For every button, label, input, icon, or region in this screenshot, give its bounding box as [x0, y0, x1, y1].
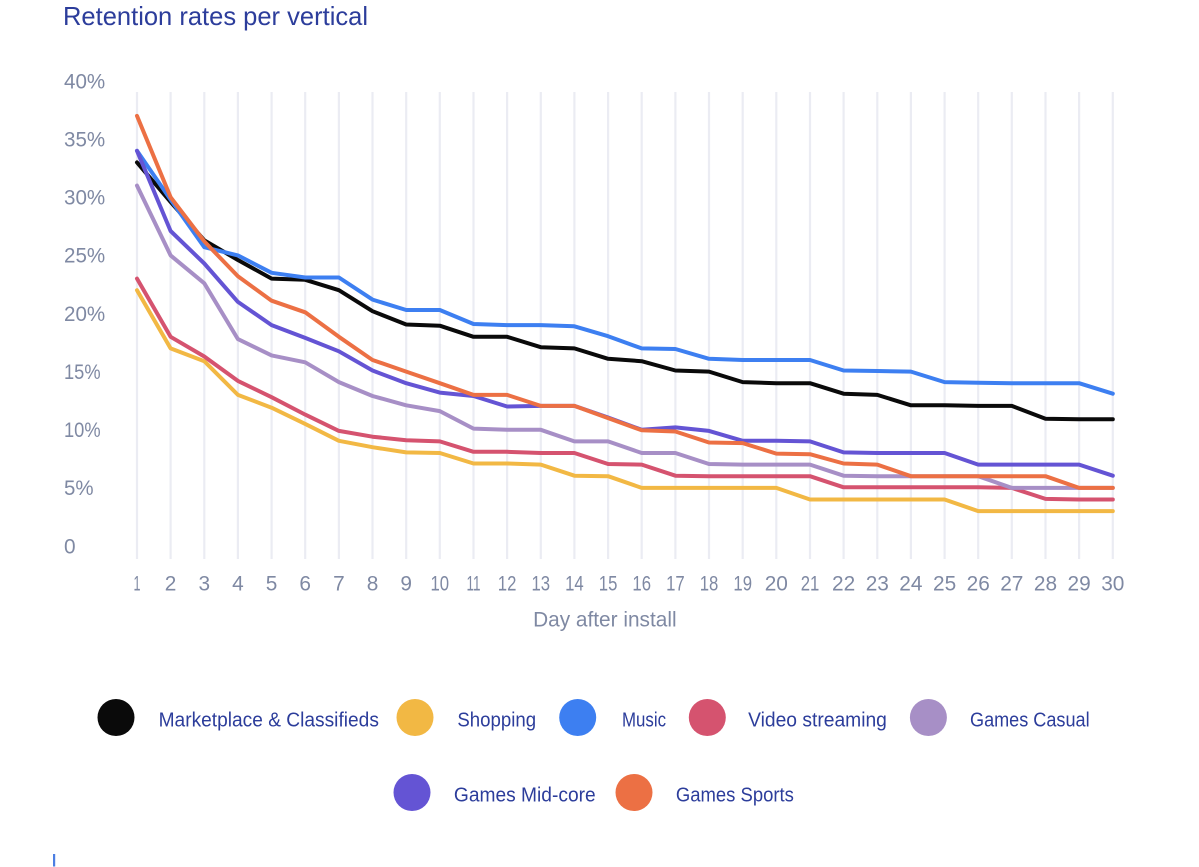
- svg-text:Games Casual: Games Casual: [970, 710, 1090, 732]
- svg-text:5%: 5%: [64, 477, 94, 500]
- svg-text:17: 17: [666, 573, 685, 596]
- svg-text:25: 25: [933, 573, 956, 596]
- svg-text:5: 5: [266, 573, 278, 596]
- svg-text:27: 27: [1000, 573, 1023, 596]
- svg-text:10: 10: [431, 573, 450, 596]
- svg-text:16: 16: [632, 573, 651, 596]
- svg-text:21: 21: [801, 573, 820, 596]
- svg-text:12: 12: [498, 573, 517, 596]
- svg-text:15%: 15%: [64, 361, 101, 384]
- svg-text:0: 0: [64, 535, 76, 558]
- svg-text:20%: 20%: [64, 303, 105, 326]
- svg-text:25%: 25%: [64, 245, 105, 268]
- svg-text:19: 19: [733, 573, 752, 596]
- svg-text:6: 6: [299, 573, 311, 596]
- svg-text:Shopping: Shopping: [457, 710, 536, 732]
- svg-text:7: 7: [333, 573, 345, 596]
- svg-text:Day after install: Day after install: [533, 609, 677, 632]
- svg-text:23: 23: [866, 573, 889, 596]
- svg-text:Games Mid-core: Games Mid-core: [454, 785, 596, 807]
- svg-text:Marketplace & Classifieds: Marketplace & Classifieds: [159, 710, 379, 732]
- svg-text:9: 9: [400, 573, 412, 596]
- svg-text:4: 4: [232, 573, 244, 596]
- svg-text:30: 30: [1101, 573, 1124, 596]
- svg-text:40%: 40%: [64, 70, 105, 93]
- svg-text:Games Sports: Games Sports: [676, 785, 794, 807]
- svg-text:3: 3: [199, 573, 211, 596]
- svg-text:35%: 35%: [64, 128, 105, 151]
- svg-text:2: 2: [165, 573, 177, 596]
- svg-text:10%: 10%: [64, 419, 101, 442]
- svg-text:Video streaming: Video streaming: [748, 710, 887, 732]
- svg-text:24: 24: [899, 573, 923, 596]
- svg-text:30%: 30%: [64, 187, 105, 210]
- svg-text:Music: Music: [622, 710, 666, 732]
- svg-text:29: 29: [1068, 573, 1091, 596]
- svg-text:11: 11: [467, 573, 481, 596]
- svg-text:20: 20: [765, 573, 788, 596]
- svg-text:Retention rates per vertical: Retention rates per vertical: [63, 1, 368, 31]
- svg-text:13: 13: [532, 573, 551, 596]
- svg-text:26: 26: [967, 573, 990, 596]
- svg-text:8: 8: [367, 573, 379, 596]
- svg-text:28: 28: [1034, 573, 1057, 596]
- svg-text:1: 1: [134, 573, 141, 596]
- svg-text:14: 14: [565, 573, 584, 596]
- svg-text:15: 15: [599, 573, 618, 596]
- svg-text:22: 22: [832, 573, 855, 596]
- svg-text:18: 18: [700, 573, 719, 596]
